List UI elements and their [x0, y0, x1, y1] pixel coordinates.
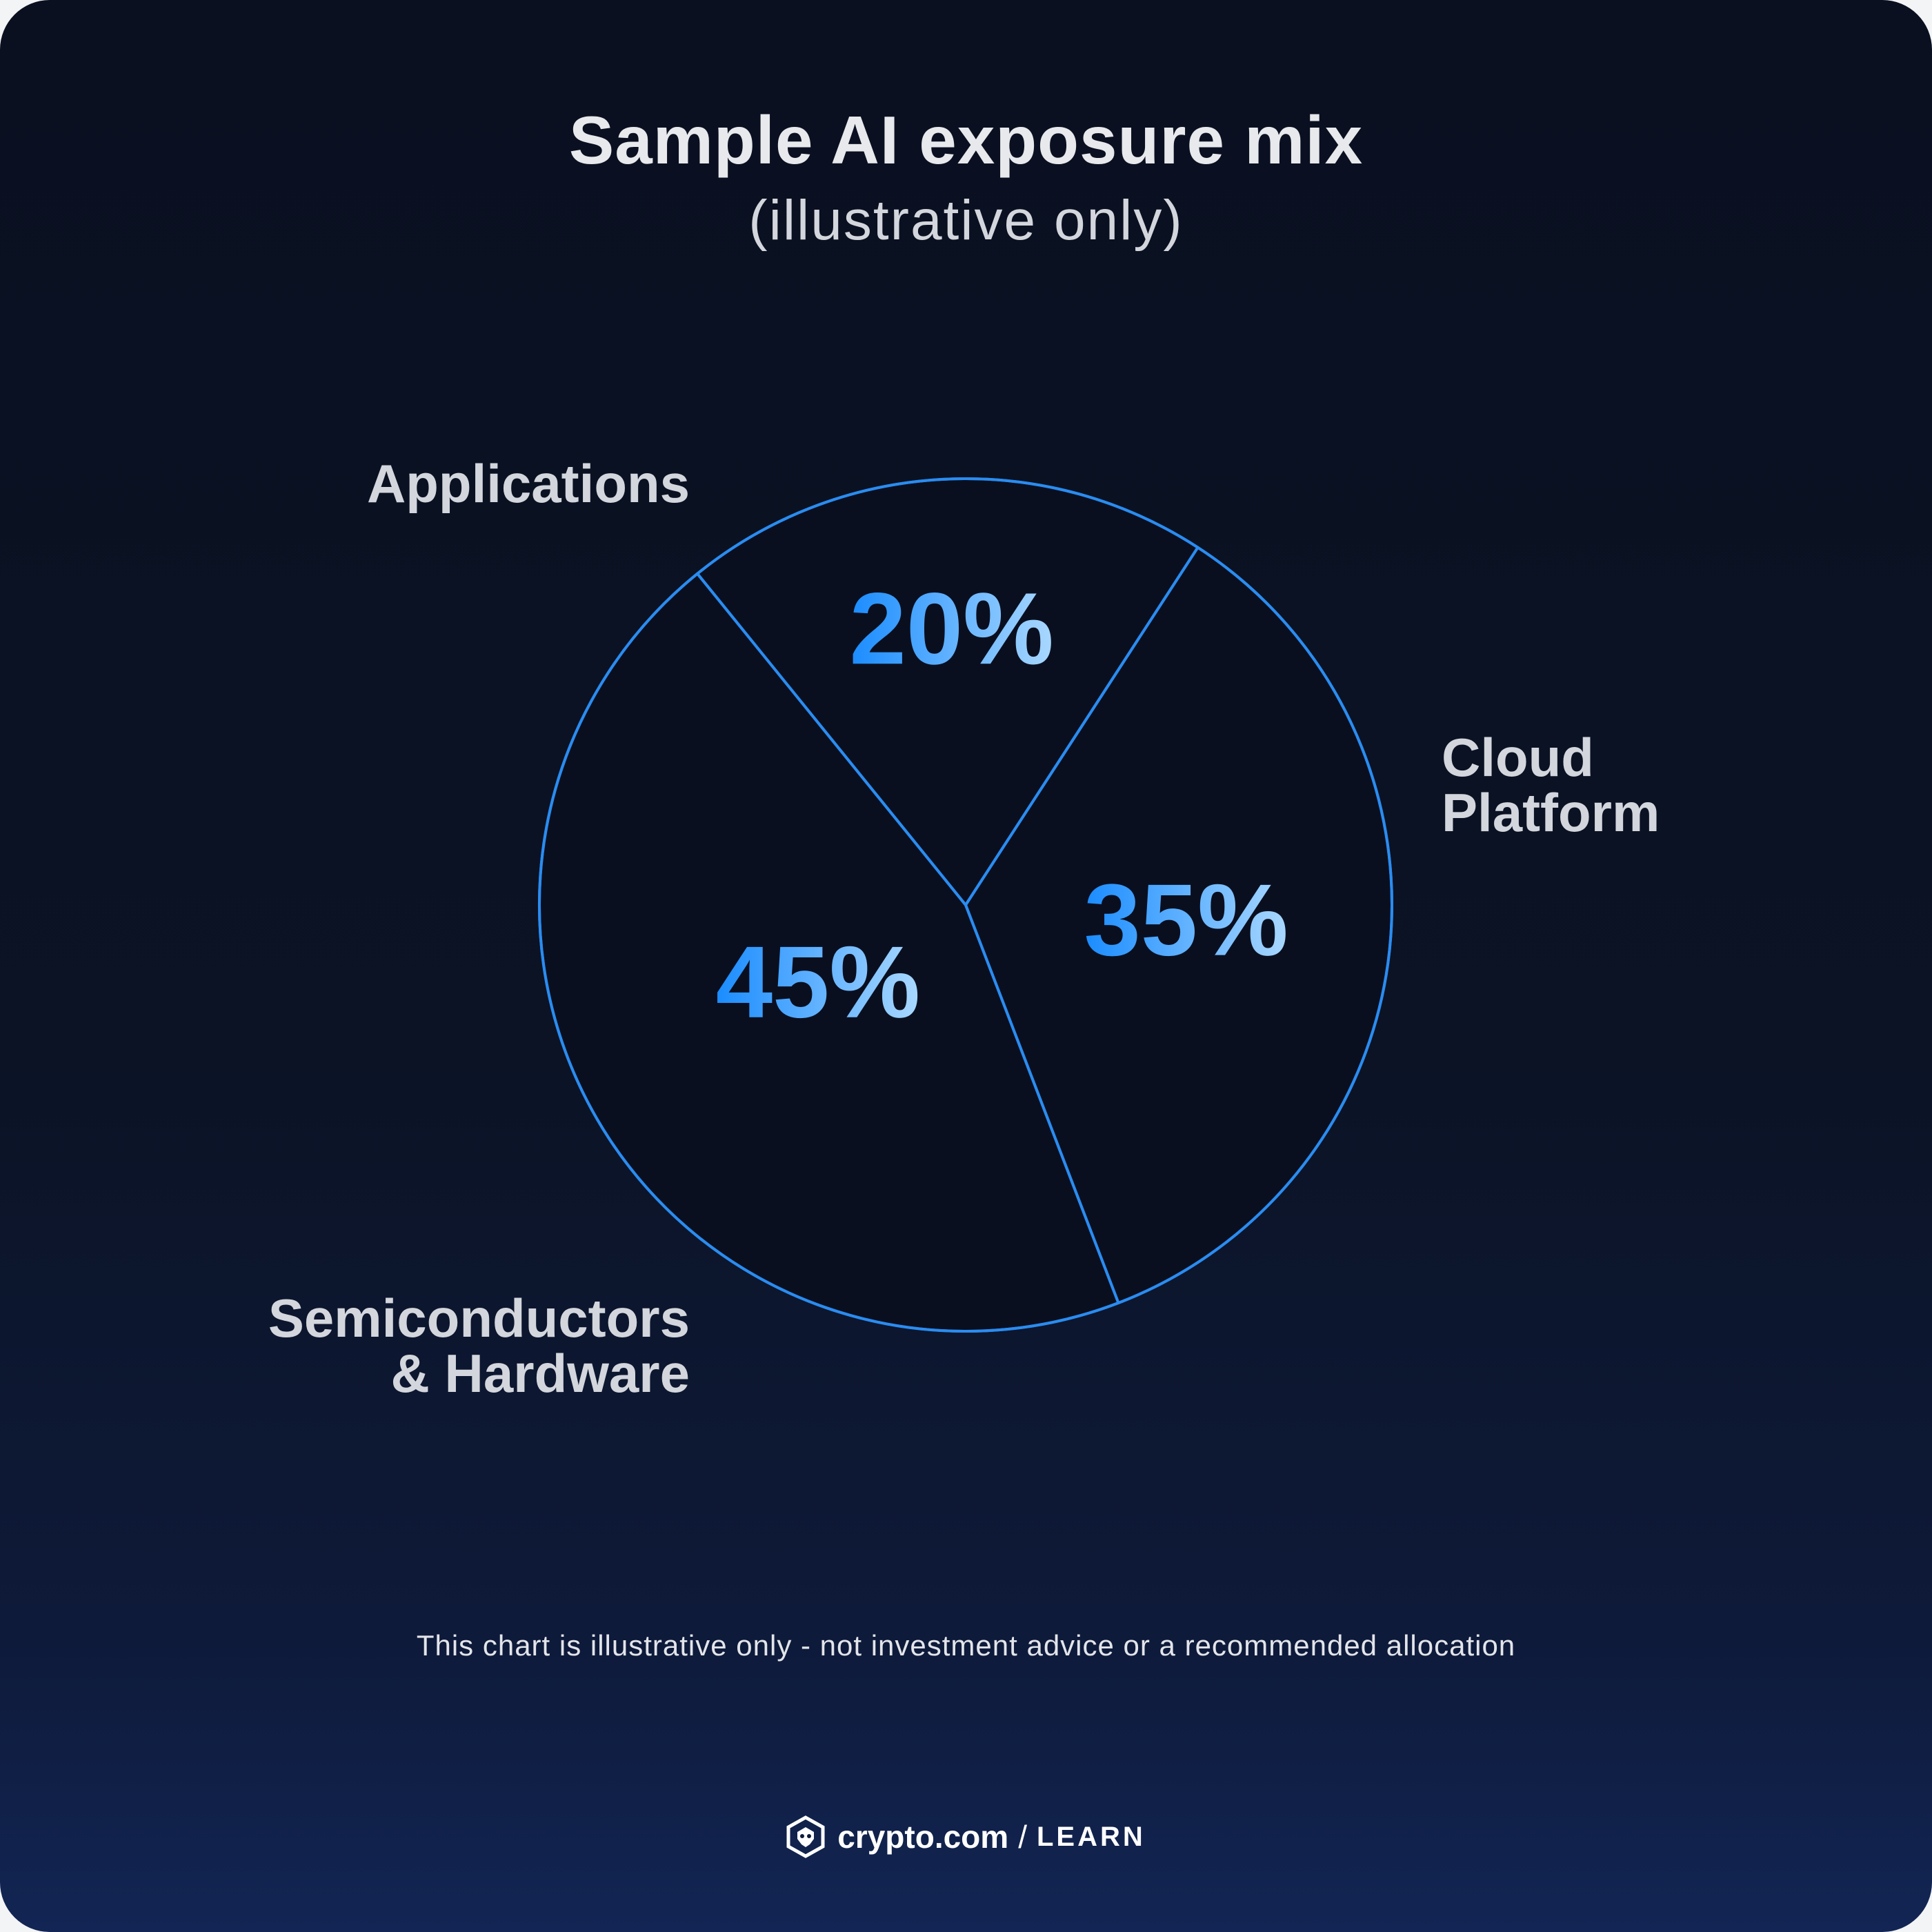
brand-separator: /: [1018, 1819, 1027, 1855]
slice-value-label: 35%: [1084, 864, 1288, 977]
brand-section: LEARN: [1036, 1821, 1146, 1852]
pie-slice-1: [696, 477, 1199, 906]
pie-slices: [538, 477, 1393, 1333]
crypto-com-logo-icon: [786, 1815, 825, 1858]
chart-subtitle: (illustrative only): [748, 189, 1184, 252]
pie-slice-2: [964, 546, 1393, 1304]
slice-category-labels: Applications Cloud Platform Semiconductors &…: [268, 453, 1660, 1404]
slice-category-label: Applications: [367, 453, 690, 514]
slice-value-label: 45%: [716, 926, 920, 1039]
slice-category-label: Cloud Platform: [1442, 727, 1660, 843]
pie-slice-3: [538, 572, 1120, 1333]
disclaimer-note: This chart is illustrative only - not in…: [416, 1629, 1516, 1662]
slice-category-label: Semiconductors & Hardware: [268, 1288, 690, 1404]
brand-name: crypto.com: [837, 1819, 1009, 1855]
slice-value-label: 20%: [850, 572, 1054, 686]
brand-footer: crypto.com / LEARN: [0, 1815, 1932, 1858]
slice-value-labels: 20% 35% 45%: [716, 572, 1288, 1039]
chart-title: Sample AI exposure mix: [568, 102, 1364, 178]
